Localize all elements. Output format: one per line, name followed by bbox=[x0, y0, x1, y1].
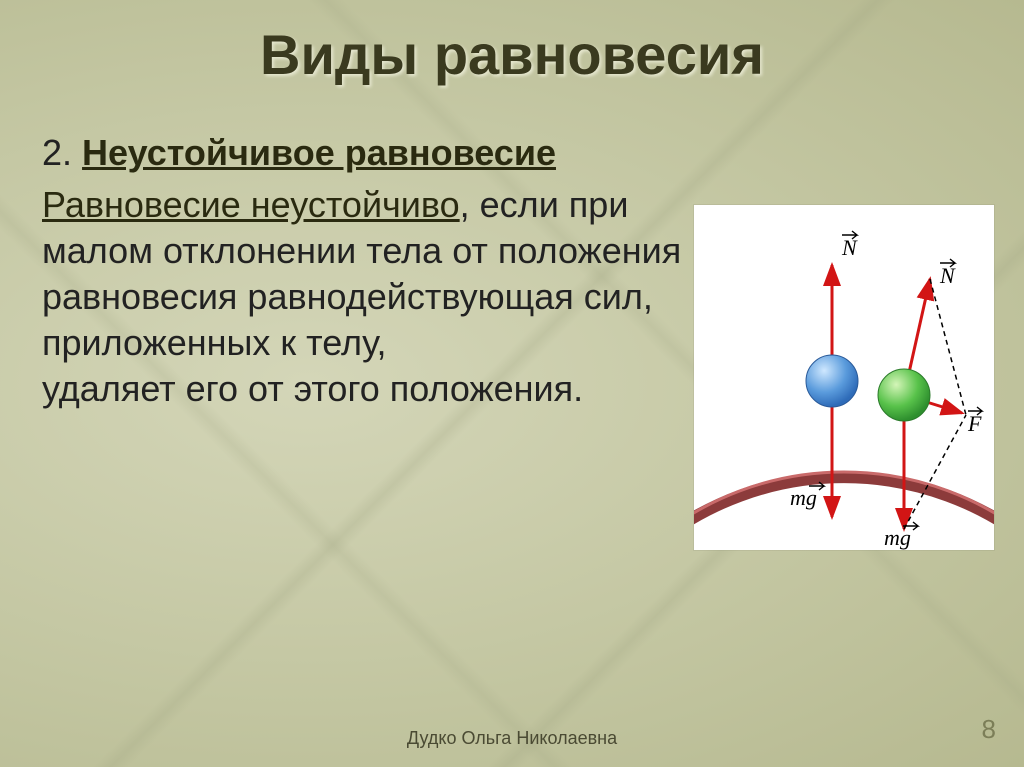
svg-text:N: N bbox=[841, 235, 858, 260]
label-f-right: F bbox=[967, 407, 982, 436]
page-number: 8 bbox=[982, 714, 996, 745]
body-text: 2. Неустойчивое равновесие Равновесие не… bbox=[42, 130, 682, 412]
svg-text:F: F bbox=[967, 411, 982, 436]
surface-arc bbox=[694, 477, 994, 545]
ball-top bbox=[806, 355, 858, 407]
dash-construction-2 bbox=[904, 415, 966, 529]
section-number: 2. bbox=[42, 132, 72, 173]
diagram-svg: N N F mg mg bbox=[694, 205, 994, 550]
section-heading: Неустойчивое равновесие bbox=[82, 132, 556, 173]
slide-title: Виды равновесия bbox=[0, 0, 1024, 87]
ball-right bbox=[878, 369, 930, 421]
label-mg-top: mg bbox=[790, 482, 824, 510]
label-mg-right: mg bbox=[884, 522, 918, 550]
lead-phrase: Равновесие неустойчиво bbox=[42, 184, 460, 225]
svg-text:N: N bbox=[939, 263, 956, 288]
footer-author: Дудко Ольга Николаевна bbox=[0, 728, 1024, 749]
label-n-top: N bbox=[841, 231, 858, 260]
svg-text:mg: mg bbox=[790, 485, 817, 510]
dash-construction-1 bbox=[930, 279, 966, 415]
paragraph-2: удаляет его от этого положения. bbox=[42, 366, 682, 412]
svg-text:mg: mg bbox=[884, 525, 911, 550]
label-n-right: N bbox=[939, 259, 956, 288]
section-line: 2. Неустойчивое равновесие bbox=[42, 130, 682, 176]
force-diagram: N N F mg mg bbox=[694, 205, 994, 550]
slide: Виды равновесия 2. Неустойчивое равновес… bbox=[0, 0, 1024, 767]
paragraph-1: Равновесие неустойчиво, если при малом о… bbox=[42, 182, 682, 366]
